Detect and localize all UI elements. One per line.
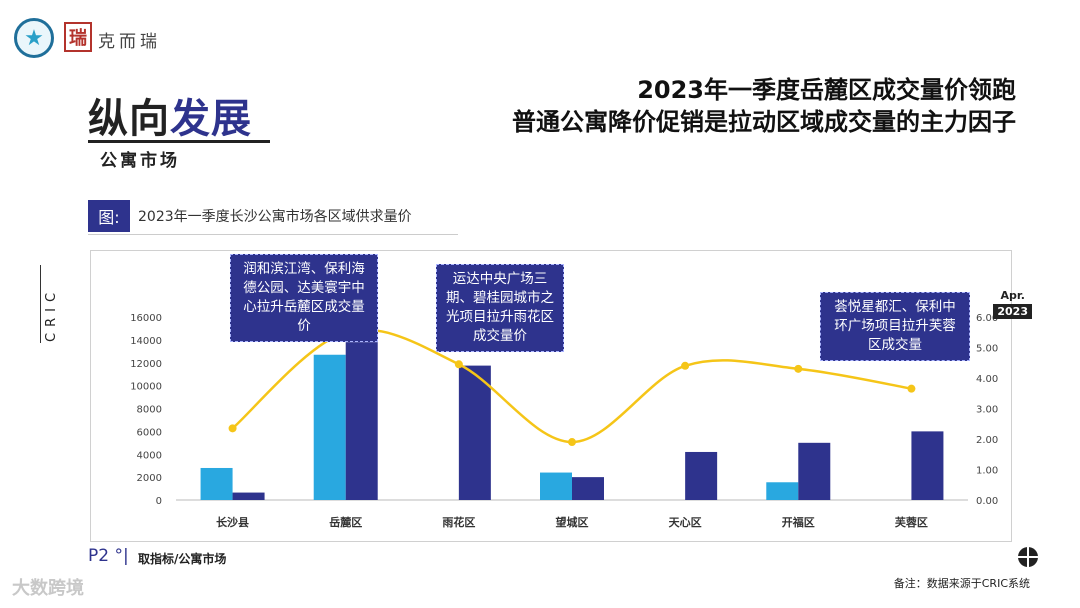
page-number: P2 °| [88,546,129,566]
section-title-highlight: 发展 [170,96,252,142]
figure-title: 2023年一季度长沙公寓市场各区域供求量价 [138,209,412,225]
callout-yuhua: 运达中央广场三期、碧桂园城市之光项目拉升雨花区成交量价 [436,264,564,352]
price-point [568,438,576,447]
x-tick-label: 岳麓区 [329,515,362,529]
bar-dark [911,431,944,500]
bar-light [766,482,799,500]
bar-light [200,467,233,500]
x-tick-label: 雨花区 [442,515,475,529]
watermark: 大数跨境 [12,578,84,599]
headline-line-2: 普通公寓降价促销是拉动区域成交量的主力因子 [512,108,1016,136]
bar-dark [458,365,491,500]
bar-dark [232,492,265,500]
y-left-tick-label: 4000 [137,450,162,461]
company-emblem-icon: ★ [14,18,54,58]
x-tick-label: 开福区 [782,515,815,529]
x-tick-label: 望城区 [556,515,589,529]
brand-seal-icon: 瑞 [64,22,92,52]
y-right-tick-label: 3.00 [976,405,998,416]
y-left-tick-label: 14000 [130,336,162,347]
date-badge-month: Apr. [1000,289,1025,302]
y-right-tick-label: 4.00 [976,374,998,385]
bar-dark [798,442,831,500]
date-badge: Apr. 2023 [993,289,1032,319]
bar-dark [572,477,604,500]
price-point [681,361,690,370]
headline-line-1: 2023年一季度岳麓区成交量价领跑 [637,76,1016,104]
y-right-tick-label: 1.00 [976,466,998,477]
price-point [794,364,803,373]
y-left-tick-label: 16000 [130,313,162,324]
footer-breadcrumb: 取指标/公寓市场 [138,552,227,566]
bar-light [313,354,346,500]
headline: 2023年一季度岳麓区成交量价领跑 普通公寓降价促销是拉动区域成交量的主力因子 [512,74,1016,138]
section-title-plain: 纵向 [88,96,170,142]
y-left-tick-label: 10000 [130,382,162,393]
brand-name: 克而瑞 [98,32,161,52]
y-right-tick-label: 6.00 [976,313,998,324]
y-right-tick-label: 5.00 [976,344,998,355]
section-title: 纵向发展 [88,86,252,144]
y-left-tick-label: 2000 [137,473,162,484]
chart-frame [90,250,1012,542]
price-point [228,424,237,433]
x-tick-label: 芙蓉区 [894,515,928,529]
y-left-tick-label: 0 [156,496,162,507]
date-badge-year: 2023 [993,304,1032,319]
x-tick-label: 长沙县 [216,515,249,529]
bar-dark [345,342,378,500]
callout-furong: 荟悦星都汇、保利中环广场项目拉升芙蓉区成交量 [820,292,970,361]
y-right-tick-label: 0.00 [976,496,998,507]
section-subtitle: 公寓市场 [100,151,180,171]
y-left-tick-label: 6000 [137,427,162,438]
price-point [907,384,916,393]
y-right-tick-label: 2.00 [976,435,998,446]
figure-tag: 图: [88,200,130,232]
section-divider [88,140,270,143]
figure-title-rule [88,234,458,235]
x-tick-label: 天心区 [669,516,702,529]
y-left-tick-label: 8000 [137,405,162,416]
callout-yuelu: 润和滨江湾、保利海德公园、达美寰宇中心拉升岳麓区成交量价 [230,254,378,342]
source-note: 备注：数据来源于CRIC系统 [893,577,1030,590]
price-point [454,360,463,369]
crosshair-icon [1018,547,1038,567]
y-left-tick-label: 12000 [130,359,162,370]
bar-light [540,472,572,500]
bar-dark [685,451,718,500]
side-mark-rule [40,265,41,343]
